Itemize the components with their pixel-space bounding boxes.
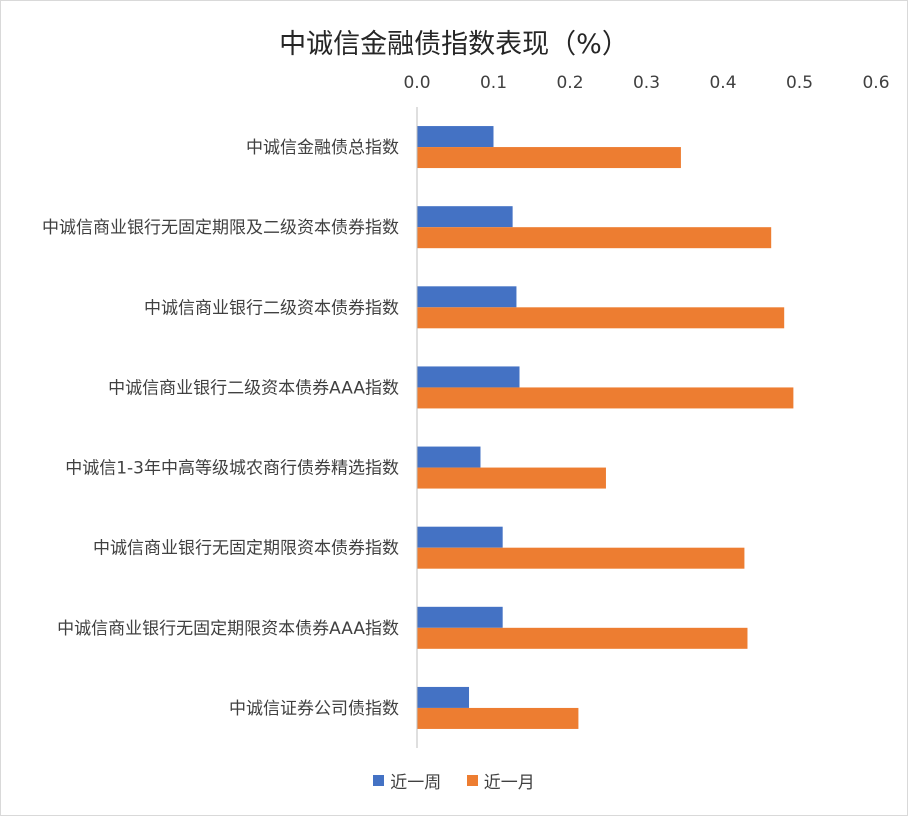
bar-week (417, 686, 470, 708)
x-tick-label: 0.3 (633, 73, 660, 93)
bar-month (417, 627, 748, 649)
legend-swatch-series-2 (466, 775, 478, 786)
x-tick-label: 0.5 (786, 73, 813, 93)
x-tick-label: 0.4 (709, 73, 736, 93)
legend: 近一周 近一月 (0, 768, 908, 793)
category-labels: 中诚信金融债总指数中诚信商业银行无固定期限及二级资本债券指数中诚信商业银行二级资… (42, 138, 399, 719)
category-label: 中诚信金融债总指数 (246, 138, 399, 158)
legend-item-series-1: 近一周 (373, 768, 441, 793)
x-tick-label: 0.6 (862, 73, 889, 93)
bar-month (417, 707, 579, 729)
bar-month (417, 307, 785, 329)
bar-week (417, 526, 503, 548)
x-tick-label: 0.0 (403, 73, 430, 93)
x-tick-label: 0.2 (556, 73, 583, 93)
bar-week (417, 446, 481, 468)
x-axis-ticks: 0.0 0.1 0.2 0.3 0.4 0.5 0.6 (403, 73, 889, 93)
chart-title: 中诚信金融债指数表现（%） (279, 29, 629, 60)
bar-month (417, 467, 606, 489)
category-label: 中诚信商业银行二级资本债券指数 (144, 298, 399, 318)
bars (417, 126, 794, 729)
x-tick-label: 0.1 (480, 73, 507, 93)
category-label: 中诚信1-3年中高等级城农商行债券精选指数 (65, 459, 399, 479)
category-label: 中诚信商业银行无固定期限资本债券AAA指数 (57, 619, 399, 639)
category-label: 中诚信商业银行无固定期限资本债券指数 (93, 539, 399, 559)
category-label: 中诚信证券公司债指数 (229, 699, 399, 719)
bar-week (417, 366, 520, 388)
bar-week (417, 606, 503, 628)
bar-week (417, 126, 494, 148)
category-label: 中诚信商业银行无固定期限及二级资本债券指数 (42, 218, 399, 238)
legend-label-series-1: 近一周 (390, 773, 442, 793)
bar-week (417, 286, 517, 308)
bar-month (417, 227, 772, 249)
category-label: 中诚信商业银行二级资本债券AAA指数 (108, 378, 399, 398)
legend-label-series-2: 近一月 (483, 773, 535, 793)
bar-month (417, 387, 794, 409)
bar-week (417, 206, 513, 228)
bar-month (417, 547, 745, 569)
bar-month (417, 147, 681, 169)
legend-item-series-2: 近一月 (466, 768, 535, 793)
legend-swatch-series-1 (373, 775, 385, 786)
